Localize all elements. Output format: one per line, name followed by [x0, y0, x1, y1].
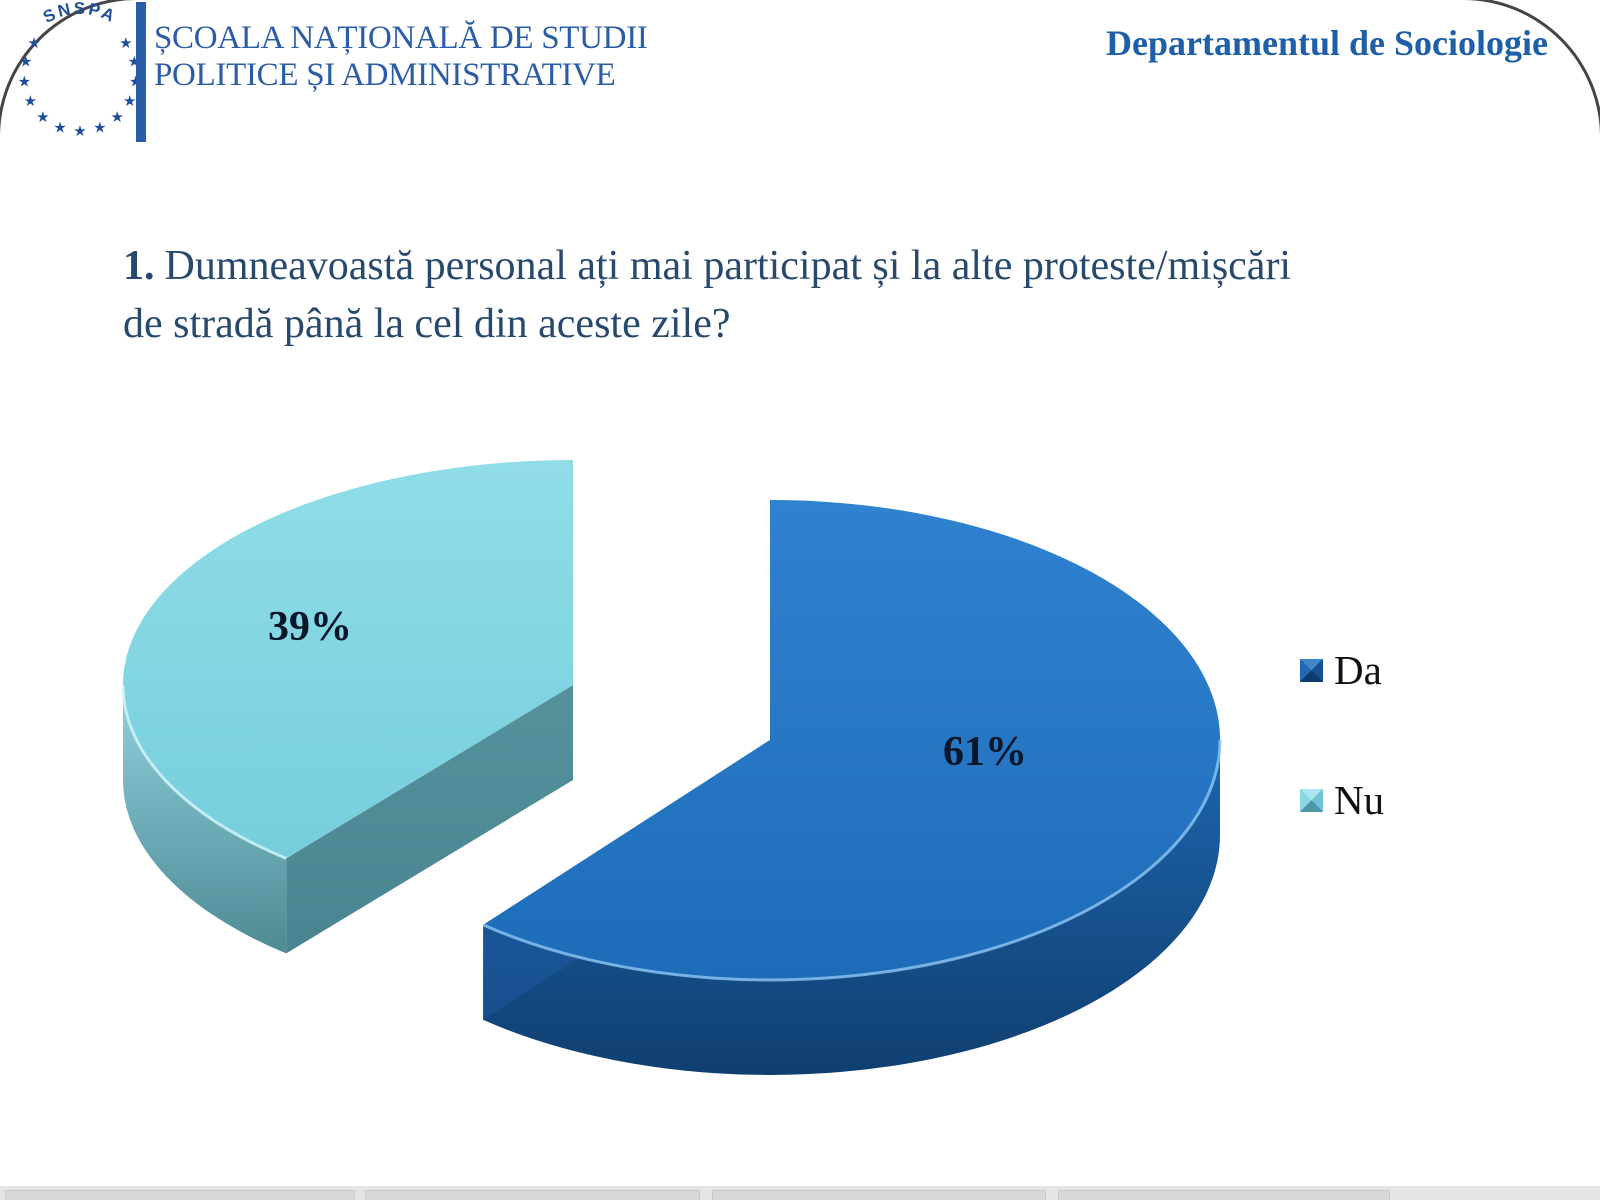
pie-slice-top [122, 460, 574, 859]
question-number: 1. [123, 243, 155, 289]
pie-slice-top [483, 500, 1221, 980]
taskbar-segment[interactable] [5, 1190, 355, 1200]
org-name-line1: ȘCOALA NAȚIONALĂ DE STUDII [154, 20, 648, 56]
legend-item-da: Da [1300, 650, 1382, 691]
bottom-window-strip [0, 1186, 1600, 1200]
pie-slice-edge-highlight [482, 739, 1222, 982]
pie-slice-rim [122, 685, 287, 954]
pie-label-nu: 39% [268, 604, 352, 650]
question-text-line2: de stradă până la cel din aceste zile? [123, 300, 731, 347]
star-icon: ★ [119, 36, 132, 52]
pie-slice-cut-face [286, 685, 573, 954]
legend-label-da: Da [1334, 647, 1382, 693]
star-icon: ★ [24, 94, 37, 110]
logo-star-ring: ★★★★★★★★★★★★★ [18, 36, 143, 140]
question: 1. Dumneavoastă personal ați mai particip… [123, 238, 1291, 354]
legend-item-nu: Nu [1300, 780, 1384, 821]
pie-slice-rim [483, 740, 1220, 1075]
department-title: Departamentul de Sociologie [1106, 23, 1548, 63]
taskbar-segment[interactable] [712, 1190, 1046, 1200]
star-icon: ★ [18, 75, 31, 91]
taskbar-segment[interactable] [365, 1190, 700, 1200]
question-line1: 1. Dumneavoastă personal ați mai particip… [123, 238, 1291, 296]
star-icon: ★ [73, 124, 86, 140]
star-icon: ★ [123, 94, 136, 110]
snspa-logo: SNSPA ★★★★★★★★★★★★★ [18, 0, 143, 140]
star-icon: ★ [110, 110, 123, 126]
star-icon: ★ [19, 54, 32, 70]
star-icon: ★ [36, 110, 49, 126]
org-name: ȘCOALA NAȚIONALĂ DE STUDII POLITICE ȘI A… [154, 20, 648, 94]
pie-slice-nu [121, 460, 574, 954]
star-icon: ★ [27, 36, 40, 52]
legend-label-nu: Nu [1334, 777, 1385, 823]
pie-label-da: 61% [943, 729, 1027, 775]
org-name-line2: POLITICE ȘI ADMINISTRATIVE [154, 57, 616, 93]
legend-marker-nu-icon [1300, 789, 1323, 812]
star-icon: ★ [93, 120, 106, 136]
legend-marker-da-icon [1300, 659, 1323, 682]
pie-slice-edge-highlight [121, 684, 287, 860]
star-icon: ★ [53, 120, 66, 136]
pie-slice-da [482, 500, 1222, 1075]
question-text-line1: Dumneavoastă personal ați mai participat… [164, 243, 1292, 289]
taskbar-segment[interactable] [1058, 1190, 1390, 1200]
header-divider-bar [136, 2, 146, 142]
